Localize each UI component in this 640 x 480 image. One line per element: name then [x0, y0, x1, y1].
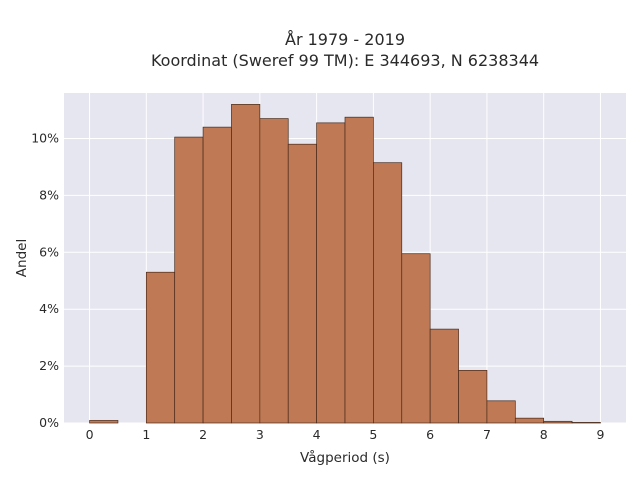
y-axis-title: Andel [14, 239, 30, 277]
bar-13 [458, 370, 488, 424]
x-axis-ticks: 0 1 2 3 4 5 6 7 8 9 [86, 427, 605, 442]
bar-10 [373, 162, 403, 424]
x-tick-label-2: 2 [199, 427, 207, 442]
x-tick-label-5: 5 [369, 427, 377, 442]
bar-3 [174, 136, 204, 424]
bar-9 [344, 116, 374, 424]
x-tick-label-3: 3 [256, 427, 264, 442]
bar-6 [259, 118, 289, 424]
x-tick-label-6: 6 [426, 427, 434, 442]
histogram-bars [89, 104, 601, 424]
bar-2 [145, 271, 176, 424]
y-tick-label-1: 2% [39, 358, 59, 373]
bar-17 [571, 422, 601, 424]
y-tick-label-2: 4% [39, 301, 59, 316]
x-tick-label-1: 1 [142, 427, 150, 442]
bar-8 [316, 122, 346, 424]
y-axis-ticks: 0% 2% 4% 6% 8% 10% [31, 131, 59, 430]
chart-subtitle: Koordinat (Sweref 99 TM): E 344693, N 62… [151, 51, 539, 70]
y-tick-label-3: 6% [39, 244, 59, 259]
bar-7 [287, 143, 317, 424]
y-tick-label-0: 0% [39, 415, 59, 430]
bar-12 [429, 328, 459, 424]
bar-15 [514, 417, 545, 424]
x-tick-label-9: 9 [596, 427, 604, 442]
x-tick-label-7: 7 [483, 427, 491, 442]
x-tick-label-8: 8 [540, 427, 548, 442]
x-tick-label-0: 0 [86, 427, 94, 442]
y-tick-label-4: 8% [39, 187, 59, 202]
x-axis-title: Vågperiod (s) [300, 449, 390, 466]
bar-0 [89, 420, 119, 424]
y-tick-label-5: 10% [31, 131, 59, 146]
bar-4 [202, 126, 232, 424]
bar-5 [231, 104, 261, 424]
bar-14 [486, 400, 516, 424]
bar-11 [401, 253, 431, 424]
x-tick-label-4: 4 [313, 427, 321, 442]
bar-16 [543, 420, 573, 424]
chart-title: År 1979 - 2019 [285, 30, 405, 49]
